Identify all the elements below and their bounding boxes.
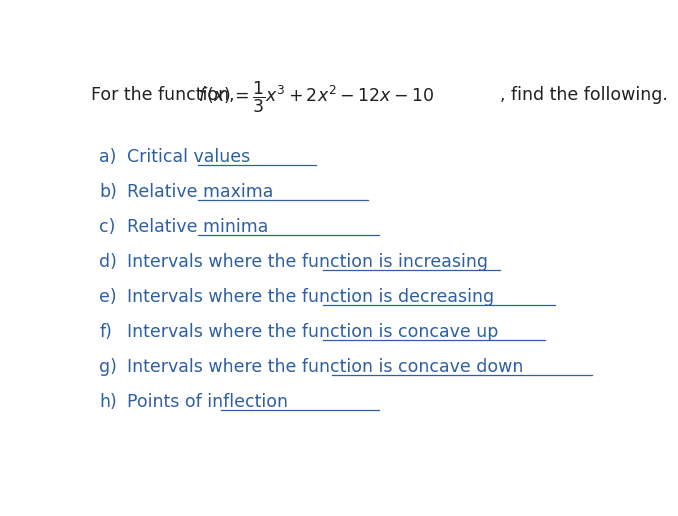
Text: Intervals where the function is concave up: Intervals where the function is concave … <box>127 323 498 341</box>
Text: h): h) <box>100 393 117 411</box>
Text: f): f) <box>100 323 113 341</box>
Text: c): c) <box>100 218 116 236</box>
Text: For the function,: For the function, <box>91 86 235 104</box>
Text: $f\,(x)=\dfrac{1}{3}x^3+2x^2-12x-10$: $f\,(x)=\dfrac{1}{3}x^3+2x^2-12x-10$ <box>198 79 434 115</box>
Text: g): g) <box>100 358 117 376</box>
Text: e): e) <box>100 288 117 306</box>
Text: Intervals where the function is concave down: Intervals where the function is concave … <box>127 358 523 376</box>
Text: Critical values: Critical values <box>127 148 250 166</box>
Text: Intervals where the function is increasing: Intervals where the function is increasi… <box>127 253 487 271</box>
Text: Relative minima: Relative minima <box>127 218 268 236</box>
Text: Relative maxima: Relative maxima <box>127 183 273 201</box>
Text: d): d) <box>100 253 117 271</box>
Text: Points of inflection: Points of inflection <box>127 393 287 411</box>
Text: b): b) <box>100 183 117 201</box>
Text: Intervals where the function is decreasing: Intervals where the function is decreasi… <box>127 288 494 306</box>
Text: a): a) <box>100 148 117 166</box>
Text: , find the following.: , find the following. <box>500 86 668 104</box>
